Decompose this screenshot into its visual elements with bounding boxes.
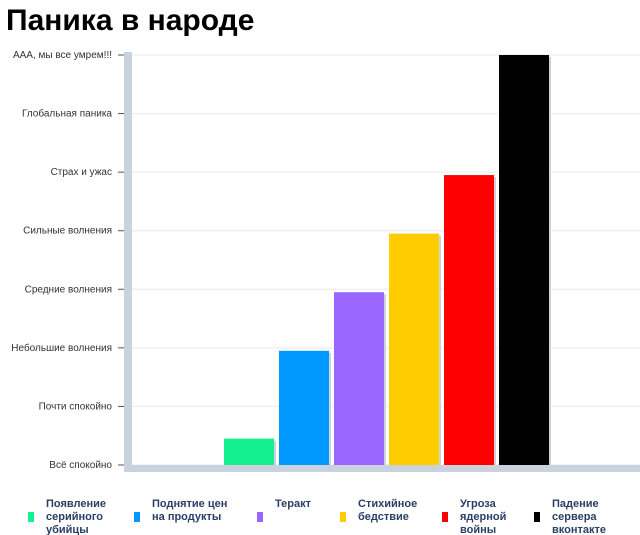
legend-label: Теракт	[275, 498, 312, 510]
x-axis-bar	[132, 465, 640, 472]
bar	[389, 233, 439, 465]
chart-title: Паника в народе	[6, 4, 255, 37]
bar	[444, 175, 494, 466]
y-tick-label: Всё спокойно	[49, 460, 112, 471]
y-tick-label: ААА, мы все умрем!!!	[13, 50, 112, 61]
y-tick-label: Почти спокойно	[39, 401, 113, 412]
legend-swatch	[257, 512, 263, 522]
legend-swatch	[134, 512, 140, 522]
legend-swatch	[340, 512, 346, 522]
legend-label: Появление серийного убийцы	[46, 498, 107, 535]
bar	[279, 350, 329, 465]
y-axis-bar	[124, 52, 132, 472]
bar	[224, 438, 274, 465]
y-tick-label: Средние волнения	[25, 284, 112, 295]
legend-label: Угроза ядерной войны	[460, 498, 507, 535]
y-tick-label: Небольшие волнения	[11, 342, 112, 354]
bars	[224, 55, 551, 468]
bar-chart: Всё спокойно Почти спокойно Небольшие волн…	[11, 50, 640, 472]
legend-swatch	[28, 512, 34, 522]
y-tick-label: Сильные волнения	[23, 226, 112, 237]
y-tick-label: Глобальная паника	[22, 108, 112, 120]
legend-label: Поднятие цен на продукты	[152, 498, 228, 523]
y-tick-label: Страх и ужас	[51, 167, 112, 178]
legend-swatch	[534, 512, 540, 522]
legend: Появление серийного убийцы Поднятие цен н…	[0, 492, 640, 535]
legend-label: Падение сервера вконтакте	[552, 498, 607, 535]
bar	[334, 292, 384, 465]
legend-swatch	[442, 512, 448, 522]
bar	[499, 55, 549, 465]
legend-label: Стихийное бедствие	[358, 498, 418, 523]
y-ticks: Всё спокойно Почти спокойно Небольшие волн…	[11, 50, 124, 471]
